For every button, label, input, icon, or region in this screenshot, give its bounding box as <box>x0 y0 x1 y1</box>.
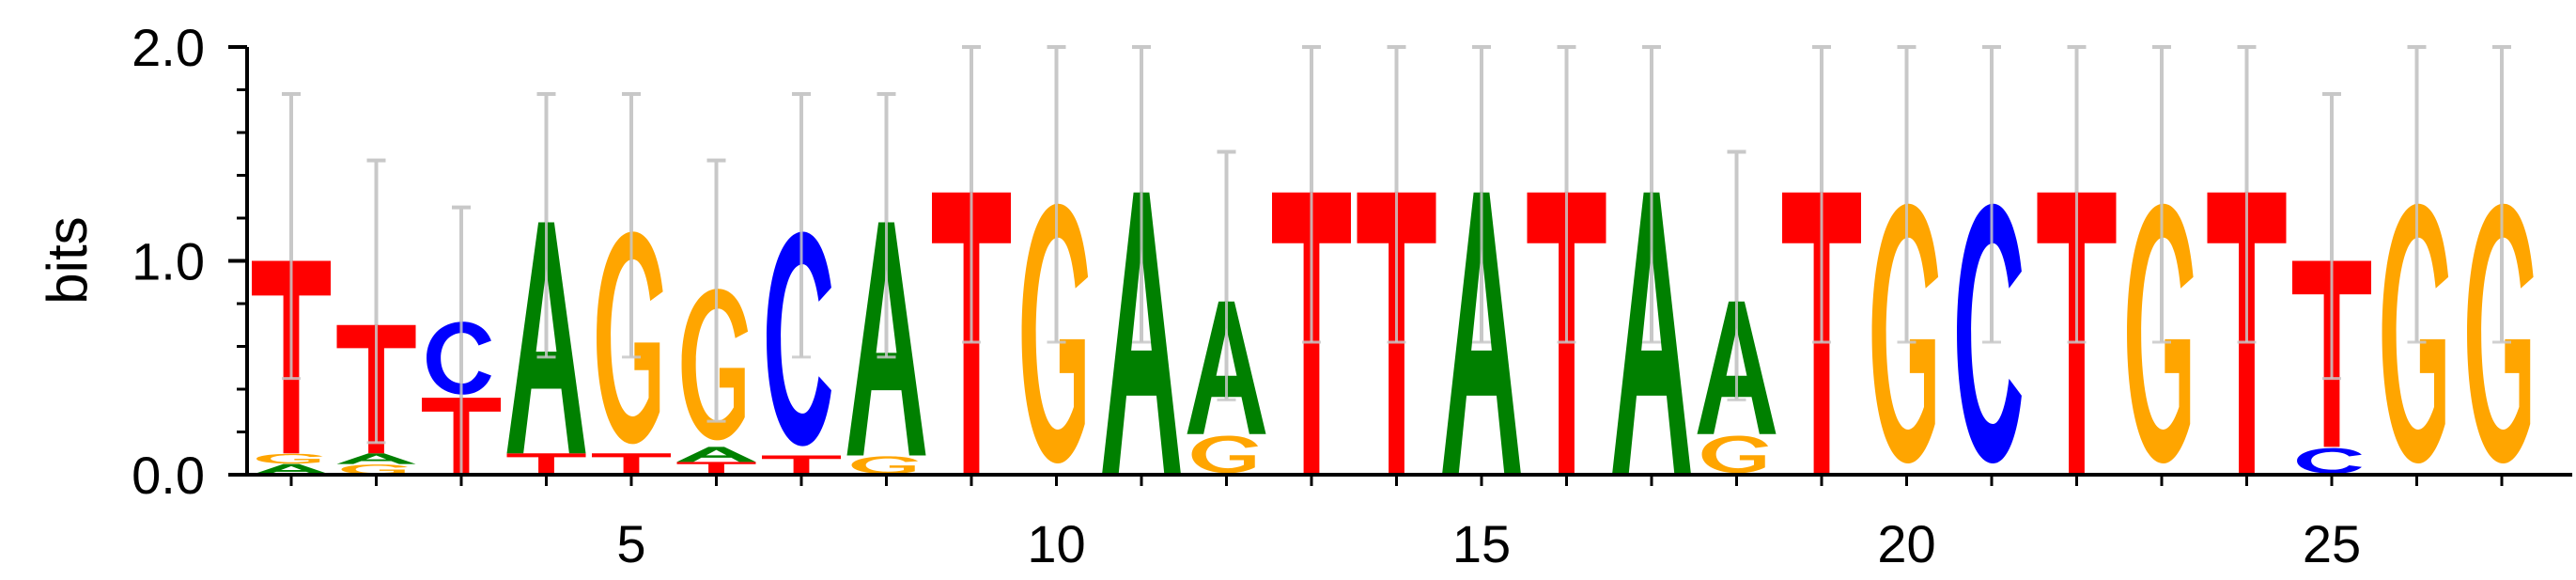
letter-G-pos-6 <box>681 289 749 441</box>
letter-C-pos-21 <box>1957 203 2022 463</box>
y-tick-label: 0.0 <box>132 446 205 505</box>
letter-G-pos-26 <box>2382 203 2449 463</box>
letter-stacks <box>252 192 2534 475</box>
letter-G-pos-12 <box>1191 435 1259 474</box>
letter-A-pos-6 <box>676 447 756 462</box>
letter-G-pos-20 <box>1871 203 1939 463</box>
letter-A-pos-1 <box>252 463 331 475</box>
axes <box>245 47 2572 477</box>
letter-G-pos-5 <box>597 231 663 445</box>
letter-A-pos-12 <box>1187 301 1266 434</box>
letter-A-pos-18 <box>1697 301 1777 434</box>
letter-C-pos-7 <box>767 231 831 447</box>
letter-G-pos-27 <box>2467 203 2534 463</box>
letter-G-pos-23 <box>2127 203 2194 463</box>
letter-A-pos-4 <box>506 222 586 454</box>
letter-C-pos-25 <box>2297 447 2362 474</box>
letter-T-pos-6 <box>676 462 756 475</box>
y-ticks: 0.0 1.0 2.0 <box>132 18 247 505</box>
letter-G-pos-10 <box>1021 203 1089 463</box>
letter-A-pos-2 <box>336 453 416 464</box>
x-ticks: 5 10 15 20 25 <box>289 475 2504 573</box>
letter-G-pos-8 <box>851 456 919 475</box>
x-tick-label: 5 <box>616 514 645 573</box>
x-tick-label: 20 <box>1877 514 1935 573</box>
error-bars-overlay <box>282 192 2511 477</box>
letter-A-pos-11 <box>1102 192 1181 475</box>
x-tick-label: 25 <box>2303 514 2361 573</box>
x-tick-label: 10 <box>1027 514 1085 573</box>
y-tick-label: 1.0 <box>132 232 205 291</box>
letter-T-pos-7 <box>762 455 841 475</box>
y-tick-label: 2.0 <box>132 18 205 77</box>
letter-A-pos-15 <box>1442 192 1521 475</box>
letter-G-pos-2 <box>341 464 409 475</box>
letter-A-pos-8 <box>846 222 926 456</box>
x-tick-label: 15 <box>1452 514 1511 573</box>
y-axis-label: bits <box>36 216 99 304</box>
letter-C-pos-3 <box>427 321 491 395</box>
letter-T-pos-4 <box>506 453 586 475</box>
letter-G-pos-18 <box>1701 435 1769 474</box>
letter-G-pos-1 <box>256 453 323 464</box>
letter-A-pos-17 <box>1612 192 1691 475</box>
letter-T-pos-5 <box>592 453 671 475</box>
